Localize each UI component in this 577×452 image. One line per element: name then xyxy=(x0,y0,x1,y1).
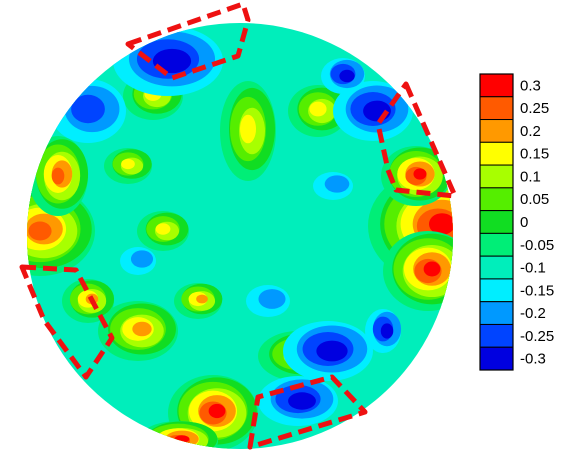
wafer-contour-layer xyxy=(27,26,453,449)
colorbar-tick-label: 0.15 xyxy=(520,146,549,163)
contour-blob xyxy=(258,289,286,309)
colorbar-tick-label: -0.3 xyxy=(520,351,546,368)
colorbar-tick-label: 0.25 xyxy=(520,100,549,117)
contour-blob xyxy=(423,261,441,277)
colorbar: 0.3 0.25 0.2 0.15 0.1 0.05 0 -0.05 -0.1 -0.15 -0.2… xyxy=(479,73,554,371)
colorbar-band xyxy=(479,141,514,166)
colorbar-tick-label: -0.1 xyxy=(520,260,546,277)
contour-blob xyxy=(288,392,316,410)
highlight-outline-top xyxy=(125,1,251,81)
contour-blob xyxy=(155,223,171,235)
colorbar-tick-label: -0.15 xyxy=(520,282,554,299)
contour-blob xyxy=(309,101,327,117)
contour-blob xyxy=(380,323,394,339)
colorbar-band xyxy=(479,119,514,143)
colorbar-tick-label: 0.3 xyxy=(520,77,541,94)
colorbar-tick-label: 0 xyxy=(520,214,528,231)
contour-blob xyxy=(196,294,208,304)
contour-blob xyxy=(71,94,105,124)
highlight-outline-bottom xyxy=(247,374,368,450)
colorbar-band xyxy=(479,73,514,98)
colorbar-tick-label: 0.1 xyxy=(520,168,541,185)
colorbar-band xyxy=(479,96,514,121)
contour-blob xyxy=(28,221,52,241)
colorbar-tick-label: 0.05 xyxy=(520,191,549,208)
contour-blob xyxy=(152,48,192,74)
wafer-map xyxy=(27,23,453,449)
colorbar-tick-label: -0.2 xyxy=(520,305,546,322)
contour-blob xyxy=(324,175,350,193)
highlight-outline-upper-right xyxy=(375,81,458,199)
highlight-outline-left xyxy=(19,264,115,380)
contour-blob xyxy=(121,158,135,170)
colorbar-frame xyxy=(479,73,514,371)
colorbar-band xyxy=(479,346,514,371)
contour-blob xyxy=(130,250,154,268)
colorbar-band xyxy=(479,323,514,348)
contour-blob xyxy=(240,114,256,144)
contour-blob xyxy=(413,168,427,180)
contour-blob xyxy=(174,435,190,443)
colorbar-band xyxy=(479,301,514,325)
contour-blob xyxy=(132,321,152,337)
colorbar-band xyxy=(479,164,514,189)
colorbar-band xyxy=(479,187,514,212)
colorbar-band xyxy=(479,255,514,280)
colorbar-tick-label: 0.2 xyxy=(520,123,541,140)
contour-blob xyxy=(316,340,348,362)
contour-blob xyxy=(208,403,226,419)
contour-blob xyxy=(339,69,355,83)
colorbar-band xyxy=(479,232,514,257)
highlight-layer xyxy=(19,1,458,450)
contour-blob xyxy=(51,167,65,185)
colorbar-tick-label: -0.05 xyxy=(520,237,554,254)
contour-blob xyxy=(428,213,453,235)
colorbar-band xyxy=(479,278,514,303)
colorbar-band xyxy=(479,210,514,234)
colorbar-tick-label: -0.25 xyxy=(520,328,554,345)
